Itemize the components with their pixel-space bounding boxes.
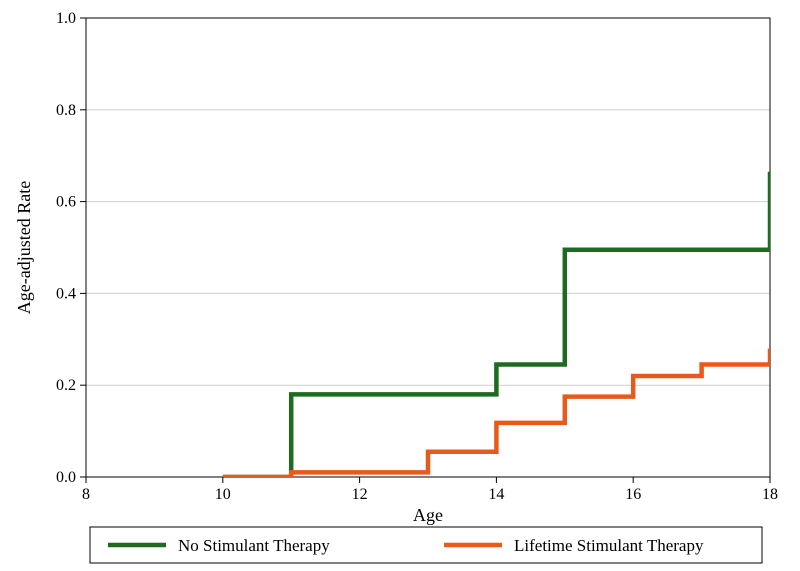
- y-tick-label: 0.6: [56, 194, 76, 211]
- y-tick-label: 0.4: [56, 285, 76, 302]
- x-axis-label: Age: [413, 505, 443, 525]
- y-tick-label: 1.0: [56, 10, 76, 27]
- chart-background: [0, 0, 800, 571]
- y-tick-label: 0.8: [56, 102, 76, 119]
- step-chart: 8 10 12 14 16 18 0.0 0.2 0.4 0.6 0.8 1.0 Age Age-adju…: [0, 0, 800, 571]
- x-tick-label: 8: [82, 486, 90, 503]
- chart-container: 8 10 12 14 16 18 0.0 0.2 0.4 0.6 0.8 1.0 Age Age-adju…: [0, 0, 800, 571]
- x-tick-label: 10: [215, 486, 231, 503]
- y-tick-label: 0.0: [56, 469, 76, 486]
- x-tick-label: 16: [625, 486, 641, 503]
- legend-label: No Stimulant Therapy: [178, 536, 330, 555]
- x-tick-label: 14: [488, 486, 504, 503]
- x-tick-label: 18: [762, 486, 778, 503]
- y-tick-label: 0.2: [56, 377, 76, 394]
- y-axis-label: Age-adjusted Rate: [14, 181, 34, 314]
- legend-label: Lifetime Stimulant Therapy: [514, 536, 704, 555]
- x-tick-label: 12: [352, 486, 368, 503]
